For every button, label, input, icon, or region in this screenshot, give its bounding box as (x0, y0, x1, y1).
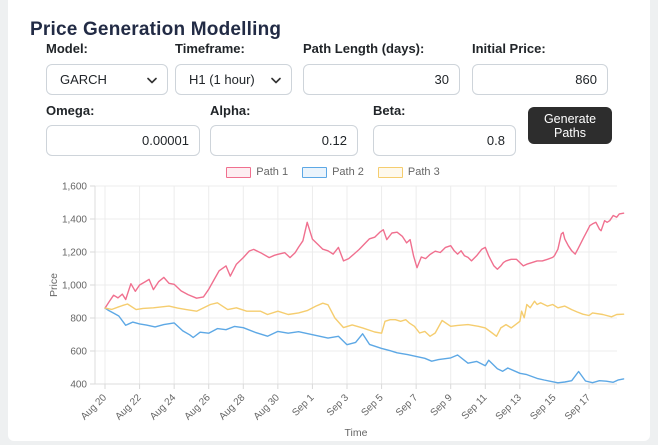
chart-legend: Path 1 Path 2 Path 3 (8, 164, 658, 180)
y-tick-label: 800 (70, 314, 87, 325)
y-tick-label: 1,400 (62, 215, 87, 226)
legend-label: Path 1 (256, 166, 289, 178)
series-line-path-3 (104, 300, 625, 338)
x-tick-label: Aug 24 (148, 392, 178, 422)
timeframe-label: Timeframe: (175, 41, 245, 56)
y-tick-label: 1,600 (62, 182, 87, 193)
omega-label: Omega: (46, 103, 95, 118)
legend-item-path-1[interactable]: Path 1 (226, 166, 288, 178)
x-tick-label: Aug 28 (217, 392, 247, 422)
x-tick-label: Sep 5 (359, 392, 386, 419)
legend-item-path-3[interactable]: Path 3 (377, 166, 440, 178)
y-tick-label: 600 (70, 347, 87, 358)
legend-label: Path 2 (332, 166, 364, 178)
path-length-label: Path Length (days): (303, 41, 425, 56)
x-tick-label: Sep 17 (563, 392, 593, 422)
initial-price-input[interactable] (472, 64, 608, 95)
series-line-path-2 (104, 307, 625, 384)
initial-price-label: Initial Price: (472, 41, 546, 56)
timeframe-select-value: H1 (1 hour) (189, 72, 255, 87)
omega-input[interactable] (46, 125, 200, 156)
y-axis-title: Price (48, 273, 60, 297)
chevron-down-icon (147, 72, 157, 87)
timeframe-select[interactable]: H1 (1 hour) (175, 64, 292, 95)
y-tick-label: 1,200 (62, 248, 87, 259)
path-length-input[interactable] (303, 64, 460, 95)
beta-input[interactable] (373, 125, 516, 156)
series-line-path-1 (104, 212, 625, 309)
x-axis-title: Time (345, 427, 368, 439)
legend-item-path-2[interactable]: Path 2 (302, 166, 364, 178)
x-tick-label: Sep 3 (325, 392, 352, 419)
chevron-down-icon (271, 72, 281, 87)
generate-paths-button[interactable]: Generate Paths (528, 107, 612, 144)
x-tick-label: Sep 11 (460, 392, 490, 422)
app-card: Price Generation Modelling Model: GARCH … (8, 0, 650, 441)
model-select[interactable]: GARCH (46, 64, 168, 95)
alpha-label: Alpha: (210, 103, 251, 118)
x-tick-label: Sep 9 (429, 392, 456, 419)
legend-swatch (302, 166, 328, 178)
x-tick-label: Sep 13 (494, 392, 524, 422)
x-tick-label: Sep 15 (528, 392, 558, 422)
x-tick-label: Sep 1 (290, 392, 317, 419)
legend-swatch (226, 166, 252, 178)
y-tick-label: 1,000 (62, 281, 87, 292)
model-label: Model: (46, 41, 88, 56)
legend-swatch (377, 166, 403, 178)
legend-label: Path 3 (407, 166, 440, 178)
x-tick-label: Sep 7 (394, 392, 421, 419)
page-title: Price Generation Modelling (30, 18, 282, 40)
x-tick-label: Aug 22 (113, 392, 143, 422)
beta-label: Beta: (373, 103, 406, 118)
model-select-value: GARCH (60, 72, 107, 87)
x-tick-label: Aug 20 (79, 392, 109, 422)
y-tick-label: 400 (70, 380, 87, 391)
x-tick-label: Aug 30 (252, 392, 282, 422)
x-tick-label: Aug 26 (183, 392, 213, 422)
alpha-input[interactable] (210, 125, 358, 156)
